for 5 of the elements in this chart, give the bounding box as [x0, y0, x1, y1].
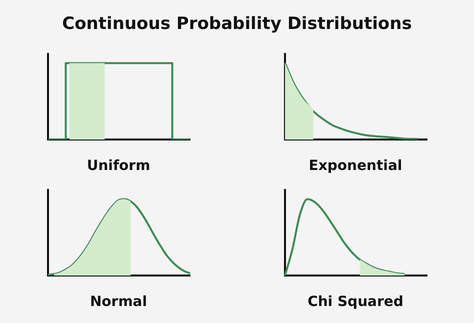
- text: Continuous Probability Distributions: [61, 14, 413, 36]
- x-axis-title: Uniform: [86, 158, 150, 174]
- x-axis-title: Normal: [90, 294, 148, 310]
- x-axis-title: Exponential: [308, 158, 402, 174]
- x-axis-title: Chi Squared: [308, 294, 404, 310]
